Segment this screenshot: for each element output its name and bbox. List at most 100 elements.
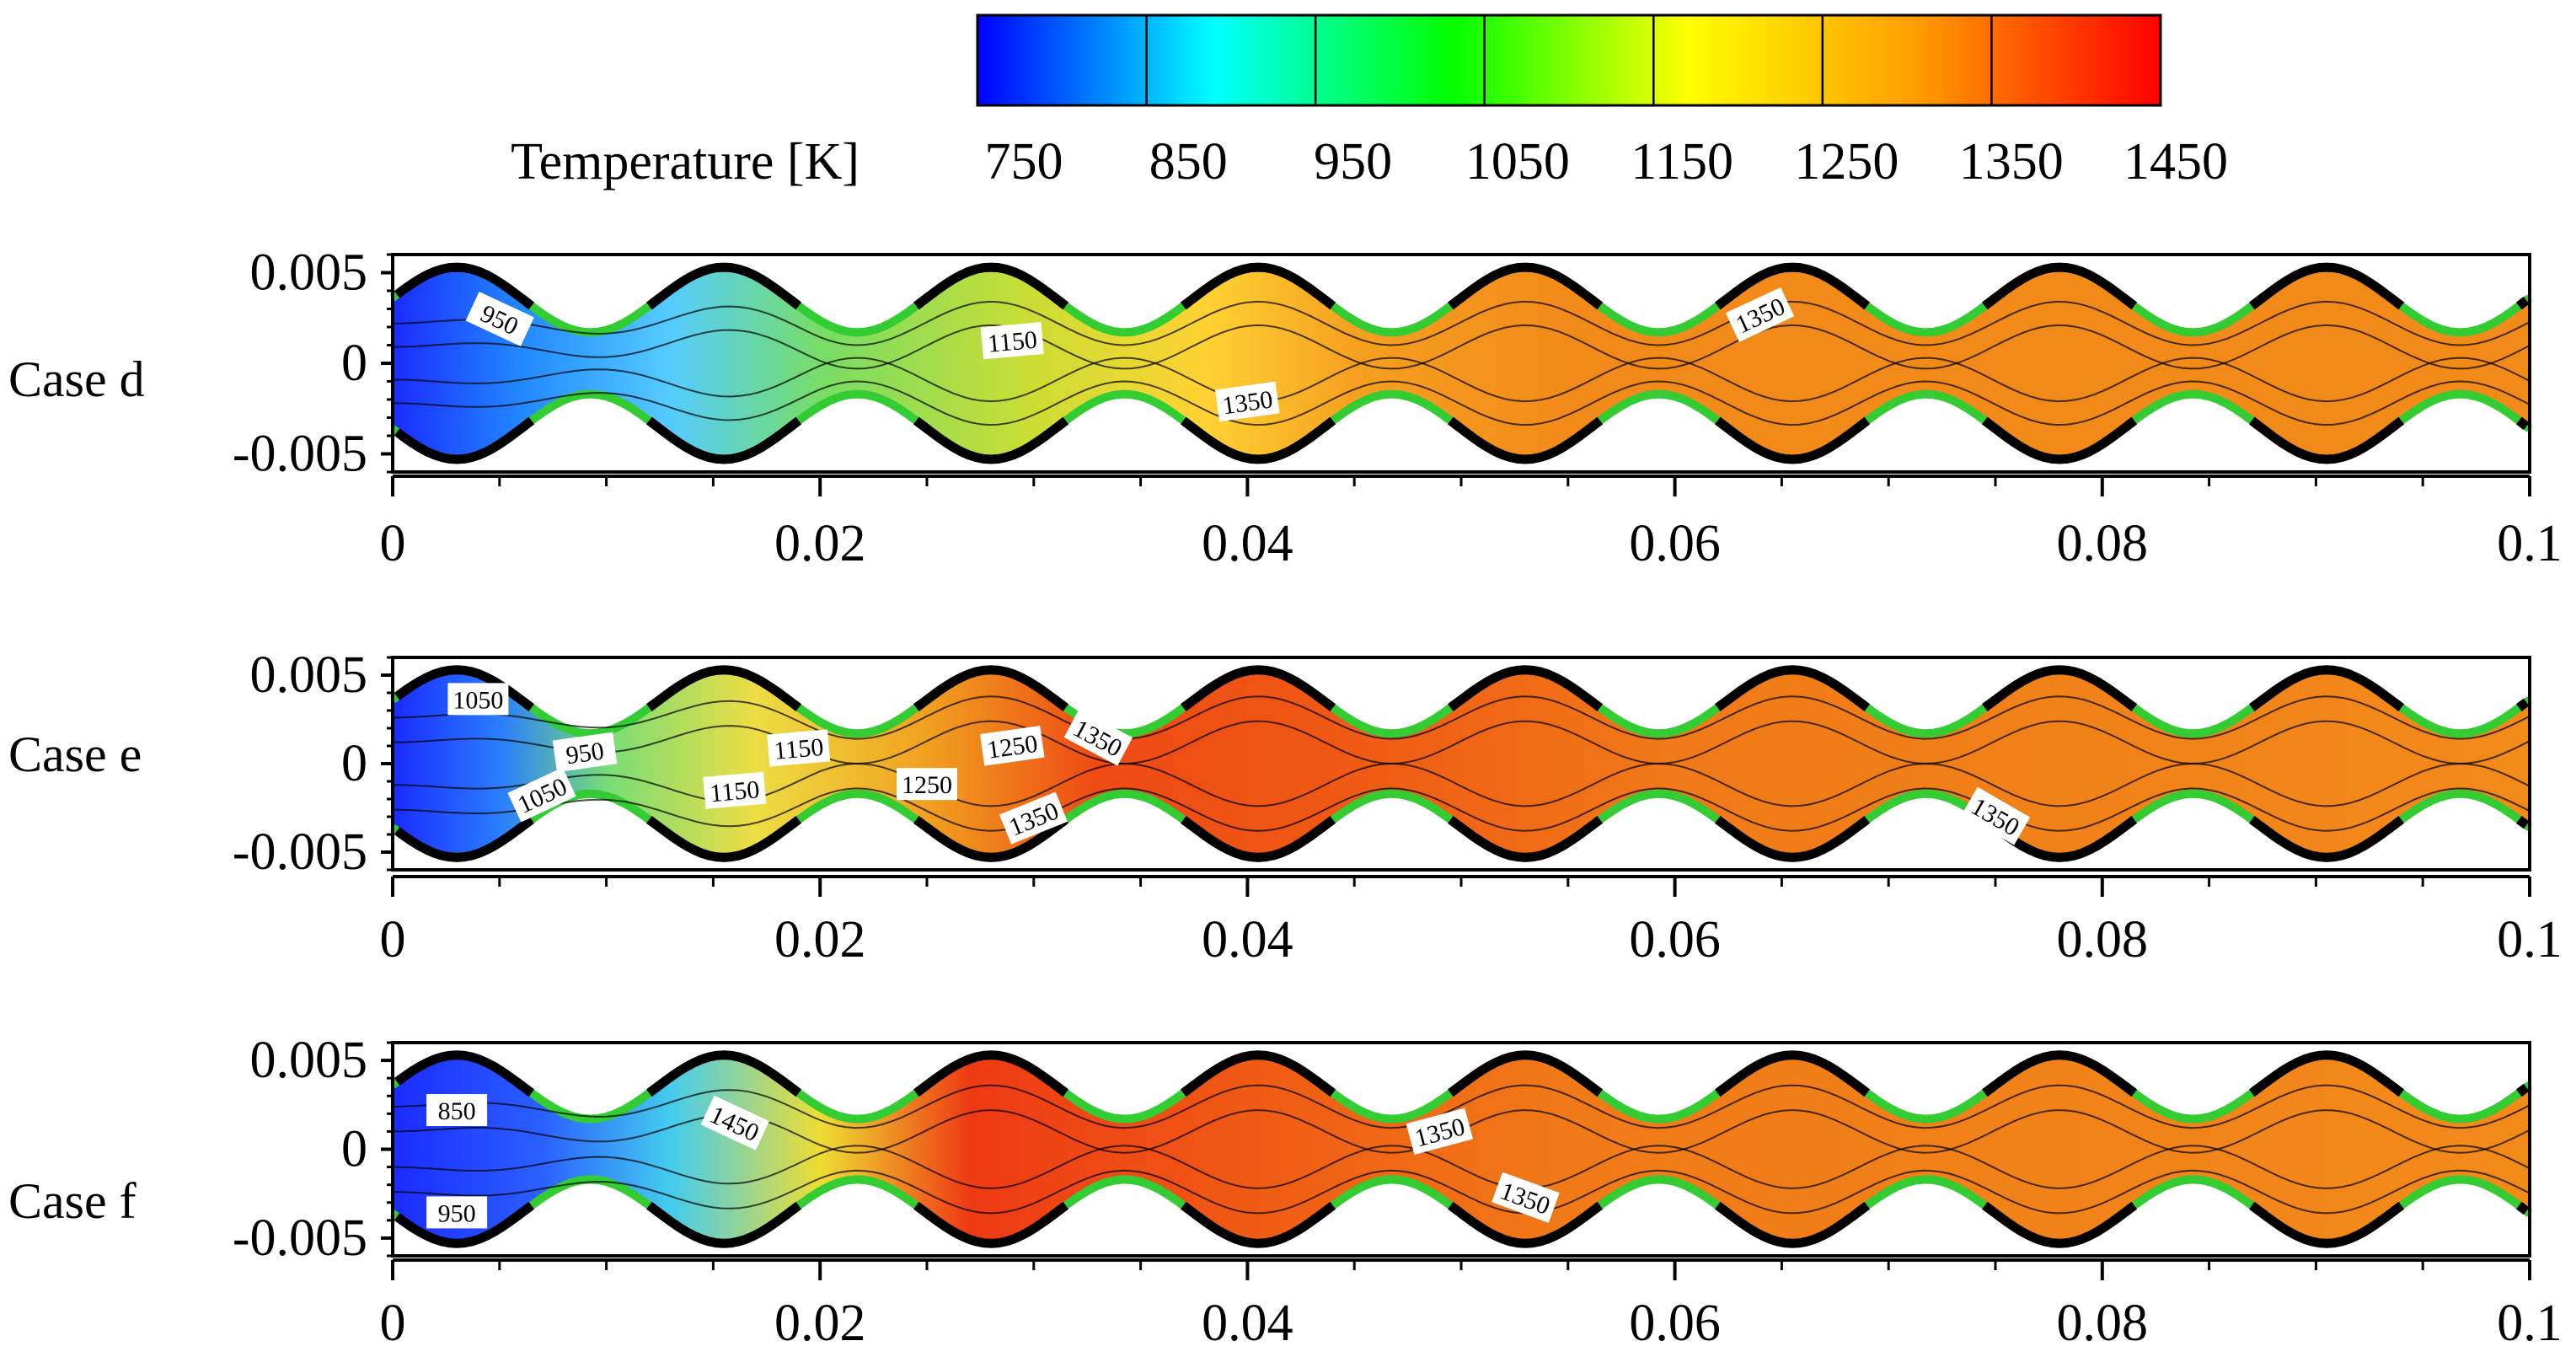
y-tick-label: -0.005	[233, 426, 367, 483]
wall-peak	[1448, 815, 1604, 862]
wall-peak	[2249, 665, 2405, 712]
x-tick-label: 0.06	[1629, 911, 1721, 968]
wall-peak	[646, 1201, 802, 1248]
contour-line	[392, 380, 2530, 426]
contour-label: 1350	[1214, 381, 1280, 422]
wall-peak	[1181, 665, 1336, 712]
wall-peak	[394, 665, 535, 711]
wall-peak	[394, 1050, 535, 1097]
colorbar-tick-label: 750	[985, 133, 1063, 190]
contour-line	[392, 695, 2530, 740]
x-tick-label: 0.02	[774, 515, 866, 572]
colorbar-tick-label: 1450	[2123, 133, 2228, 190]
contour-label-text: 950	[565, 737, 606, 770]
contour-label-box	[767, 729, 831, 767]
contour-line	[392, 300, 2530, 346]
wall-peak	[1448, 665, 1604, 712]
wall-peak	[1982, 1201, 2138, 1248]
contour-label: 850	[426, 1094, 488, 1126]
wall-peak	[2248, 416, 2405, 464]
temperature-field	[393, 267, 2530, 459]
contour-label: 1150	[703, 771, 767, 809]
contour-label-text: 1150	[709, 775, 761, 807]
wall-peak	[913, 1201, 1069, 1248]
x-tick-label: 0.02	[774, 1295, 866, 1352]
wall-peak	[1715, 665, 1871, 712]
contour-label-box	[897, 768, 957, 801]
contour-label-box	[980, 322, 1044, 360]
wall-peak	[2516, 698, 2530, 712]
x-tick-label: 0.02	[774, 911, 866, 968]
wall-peak	[1181, 815, 1336, 862]
wall-peak	[2249, 1201, 2405, 1248]
wall-peak	[646, 1050, 802, 1097]
contour-label-box	[447, 683, 509, 716]
contour-label-box	[700, 1095, 769, 1150]
contour-line	[392, 1084, 2530, 1129]
y-tick-label: -0.005	[233, 1210, 367, 1267]
wall-peak	[646, 815, 802, 862]
colorbar-gradient	[976, 13, 2162, 107]
y-tick-label: 0	[341, 1121, 367, 1178]
contour-line	[392, 324, 2530, 370]
x-tick-label: 0.04	[1202, 911, 1293, 968]
wall-peak	[2248, 262, 2405, 310]
wall-peak	[913, 815, 1069, 862]
colorbar-tick-label: 1150	[1631, 133, 1733, 190]
contour-line	[392, 1145, 2530, 1189]
colorbar-title: Temperature [K]	[511, 133, 860, 190]
x-tick-label: 0.06	[1629, 515, 1721, 572]
wall-peak	[2249, 815, 2405, 862]
contour-label: 950	[552, 732, 618, 773]
case-label: Case d	[8, 351, 145, 407]
x-tick-label: 0.04	[1202, 1295, 1293, 1352]
contour-line	[392, 357, 2530, 403]
wall-peak	[394, 262, 535, 310]
contour-label-text: 1250	[902, 771, 952, 799]
wall-peak	[1982, 1050, 2138, 1097]
contour-label-box	[426, 1196, 488, 1229]
wall-peak	[645, 262, 802, 310]
wall-peak	[913, 665, 1069, 712]
contour-label-box	[465, 292, 534, 346]
wall-peak	[1181, 1201, 1336, 1248]
contour-label-text: 1050	[453, 686, 503, 714]
contour-label-text: 850	[438, 1097, 476, 1125]
contour-label-text: 950	[438, 1199, 476, 1227]
temperature-field	[393, 1054, 2530, 1244]
wall-peak	[2516, 1201, 2530, 1215]
wall-peak	[394, 816, 535, 862]
y-tick-label: 0.005	[250, 1032, 368, 1089]
contour-label: 1350	[1406, 1108, 1474, 1156]
wall-peak	[646, 665, 802, 712]
wall-peak	[1714, 262, 1871, 310]
contour-label: 950	[426, 1196, 488, 1229]
x-tick-label: 0.1	[2497, 515, 2563, 572]
y-tick-label: -0.005	[233, 823, 367, 881]
wall-peak	[1448, 1050, 1604, 1097]
contour-label-box	[426, 1094, 488, 1126]
colorbar-tick-label: 850	[1149, 133, 1228, 190]
contour-label-box	[703, 771, 767, 809]
wall-peak	[1981, 416, 2138, 464]
wall-peak	[1715, 815, 1871, 862]
x-tick-label: 0	[380, 911, 406, 968]
x-tick-label: 0.08	[2057, 1295, 2149, 1352]
wall-peak	[1181, 1050, 1336, 1097]
contour-label-box	[1725, 287, 1795, 342]
contour-label: 1250	[897, 768, 957, 801]
contour-label: 1150	[980, 322, 1044, 360]
contour-label: 1150	[767, 729, 831, 767]
wall-peak	[394, 1201, 535, 1248]
y-tick-label: 0	[341, 735, 367, 792]
contour-label-box	[1063, 709, 1133, 766]
wall-peak	[2249, 1050, 2405, 1097]
x-tick-label: 0.1	[2497, 911, 2563, 968]
wall-peak	[2515, 296, 2530, 310]
x-tick-label: 0.06	[1629, 1295, 1721, 1352]
x-tick-label: 0.08	[2057, 515, 2149, 572]
